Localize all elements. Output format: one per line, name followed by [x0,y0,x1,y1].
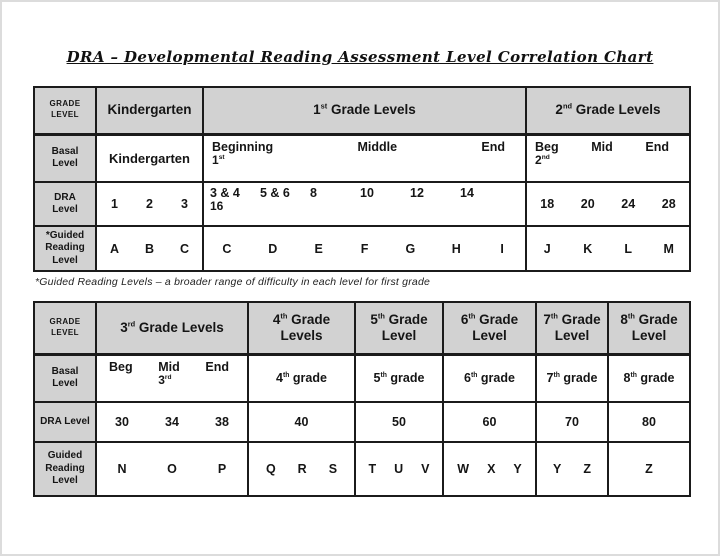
table-row: Basal Level Beg Mid 3rd End 4th grade 5th … [33,353,691,403]
t1-corner-grade-level: GRADE LEVEL [33,86,97,136]
t2-basal-seventh-grade: 7th grade [535,353,609,403]
t1-basal-kindergarten: Kindergarten [95,133,204,183]
t2-header-seventh-grade: 7th Grade Level [535,301,609,356]
t1-header-second-grade: 2nd Grade Levels [525,86,691,136]
t2-guided-eighth-grade: Z [607,441,691,497]
t2-basal-third-grade: Beg Mid 3rd End [95,353,249,403]
t2-dra-fifth-grade: 50 [354,401,444,443]
table-row: Basal Level Kindergarten Beginning 1st Mid… [33,133,691,183]
table-row: GRADE LEVEL Kindergarten 1st Grade Level… [33,86,691,136]
t1-header-first-grade: 1st Grade Levels [202,86,527,136]
t1-basal-second-grade: Beg 2nd Mid End [525,133,691,183]
t2-dra-eighth-grade: 80 [607,401,691,443]
t2-header-fourth-grade: 4th Grade Levels [247,301,356,356]
t2-header-eighth-grade: 8th Grade Level [607,301,691,356]
correlation-table-3-8: GRADE LEVEL 3rd Grade Levels 4th Grade Lev… [33,301,691,497]
t2-basal-fourth-grade: 4th grade [247,353,356,403]
t2-basal-fifth-grade: 5th grade [354,353,444,403]
t1-dra-first-grade: 3 & 4 16 5 & 6 8 10 12 14 [202,181,527,227]
t1-basal-first-grade: Beginning 1st Middle End [202,133,527,183]
t2-label-basal-level: Basal Level [33,353,97,403]
table-row: DRA Level 30 34 38 40 50 60 70 80 [33,401,691,443]
t2-corner-grade-level: GRADE LEVEL [33,301,97,356]
t2-label-guided-reading-level: Guided Reading Level [33,441,97,497]
guided-reading-footnote: *Guided Reading Levels – a broader range… [35,276,431,288]
t2-dra-seventh-grade: 70 [535,401,609,443]
t1-label-basal-level: Basal Level [33,133,97,183]
t1-dra-second-grade: 18 20 24 28 [525,181,691,227]
t2-basal-sixth-grade: 6th grade [442,353,537,403]
table-row: GRADE LEVEL 3rd Grade Levels 4th Grade Lev… [33,301,691,356]
t2-label-dra-level: DRA Level [33,401,97,443]
t1-label-dra-level: DRA Level [33,181,97,227]
t2-dra-fourth-grade: 40 [247,401,356,443]
t1-header-kindergarten: Kindergarten [95,86,204,136]
t2-dra-third-grade: 30 34 38 [95,401,249,443]
t2-header-sixth-grade: 6th Grade Level [442,301,537,356]
t2-dra-sixth-grade: 60 [442,401,537,443]
correlation-table-k-2: GRADE LEVEL Kindergarten 1st Grade Level… [33,86,691,272]
t2-header-third-grade: 3rd Grade Levels [95,301,249,356]
page-title: DRA – Developmental Reading Assessment L… [66,48,654,66]
t2-basal-eighth-grade: 8th grade [607,353,691,403]
t2-header-fifth-grade: 5th Grade Level [354,301,444,356]
t1-label-guided-reading-level: *Guided Reading Level [33,225,97,272]
